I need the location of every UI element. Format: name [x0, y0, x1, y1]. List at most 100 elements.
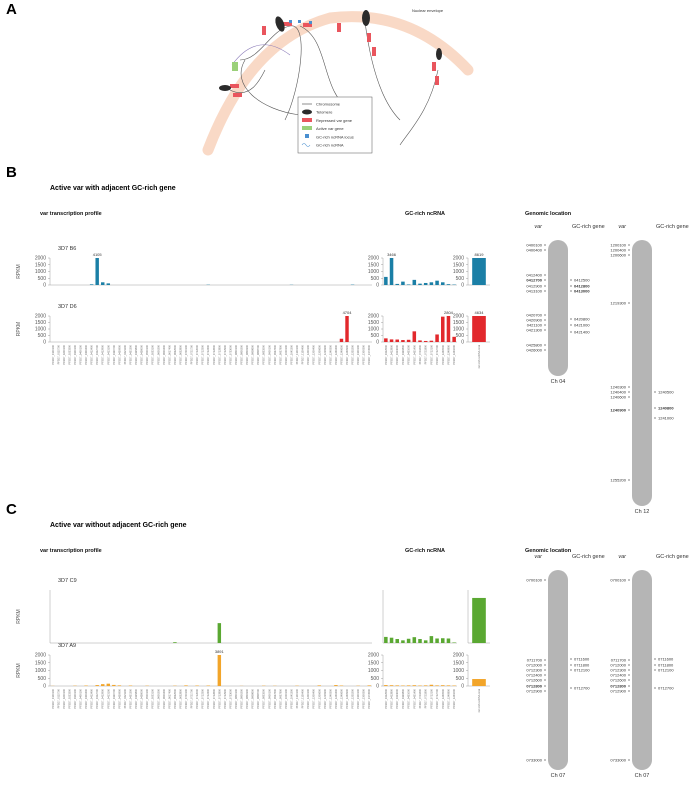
- gc-locus: 0421000: [574, 322, 590, 327]
- y-tick-label: 500: [456, 333, 465, 339]
- x-tick-label: PF3D7_0420800: [401, 688, 405, 708]
- x-tick-label: PF3D7_0600200: [156, 688, 160, 708]
- x-tick-label: PF3D7_1255200: [351, 344, 355, 364]
- value-label: 3891: [215, 649, 225, 654]
- locus-marker: [543, 668, 547, 672]
- panel-letter: B: [6, 164, 17, 181]
- bar: [389, 685, 394, 686]
- gc-locus: 0712700: [574, 685, 590, 690]
- x-tick-label: PF3D7_0600400: [162, 688, 166, 708]
- y-tick-label: 2000: [35, 314, 46, 320]
- var-locus: 0426000: [526, 347, 542, 352]
- locus-marker: [543, 278, 547, 282]
- value-label: 4105: [93, 252, 103, 257]
- y-tick-label: 1500: [368, 320, 379, 326]
- bar: [401, 640, 405, 643]
- x-tick-label: PF3D7_0600200: [156, 344, 160, 364]
- bar: [395, 339, 399, 342]
- x-tick-label: PF3D7_0700100: [184, 344, 188, 364]
- x-tick-label: PF3D7_0413000: [395, 344, 399, 364]
- var-locus: 0712400: [526, 672, 542, 677]
- bar: [452, 336, 456, 342]
- x-tick-label: PF3D7_0412400: [90, 344, 94, 364]
- bar: [429, 684, 434, 686]
- y-tick-label: 500: [38, 333, 47, 339]
- var-locus: 0412400: [526, 272, 542, 277]
- locus-marker: [627, 253, 631, 257]
- section-header: Genomic location: [525, 211, 572, 217]
- bar: [384, 338, 388, 342]
- y-tick-label: 1000: [453, 327, 464, 333]
- x-tick-label: PF3D7_1150400: [301, 344, 305, 364]
- bar: [452, 642, 456, 643]
- locus-marker: [569, 284, 573, 288]
- x-tick-label: PF3D7_0600400: [162, 344, 166, 364]
- locus-marker: [543, 658, 547, 662]
- bar: [406, 339, 411, 342]
- var-locus: 0700100: [610, 577, 626, 582]
- bars: [51, 655, 371, 686]
- x-tick-label: PF3D7_1241000: [452, 688, 456, 708]
- var-locus: 0412900: [526, 283, 542, 288]
- x-tick-label: PF3D7_1200600: [317, 688, 321, 708]
- column-header: var: [618, 554, 627, 560]
- x-tick-label: PF3D7_0733000: [228, 344, 232, 364]
- x-tick-label: PF3D7_0115700: [56, 688, 60, 708]
- y-tick-label: 2000: [453, 653, 464, 659]
- var-locus: 0425800: [526, 342, 542, 347]
- x-tick-label: PF3D7_0412900: [101, 344, 105, 364]
- legend-label: Active var gene: [316, 126, 344, 131]
- section-header: GC-rich ncRNA: [405, 548, 445, 554]
- column-header: var: [618, 224, 627, 230]
- locus-marker: [569, 663, 573, 667]
- bars: [472, 597, 486, 643]
- var-locus: 0400100: [526, 242, 542, 247]
- x-tick-label: PF3D7_0400400: [84, 688, 88, 708]
- y-tick-label: 1000: [368, 668, 379, 674]
- bar: [412, 637, 417, 643]
- x-tick-label: PF3D7_0223300: [67, 688, 71, 708]
- y-axis-label: RPKM: [16, 663, 22, 677]
- envelope-label: Nuclear envelope: [412, 8, 444, 13]
- x-tick-label: PF3D7_0100100: [51, 344, 55, 364]
- bar: [395, 283, 399, 285]
- bar: [401, 281, 405, 285]
- x-tick-label: PF3D7_0421100: [123, 688, 127, 708]
- x-tick-label: PF3D7_0712000: [195, 344, 199, 364]
- y-tick-label: 500: [456, 676, 465, 682]
- x-tick-label: PF3D7_0412400: [90, 688, 94, 708]
- bar: [441, 282, 445, 285]
- bar: [435, 685, 439, 686]
- locus-marker: [543, 323, 547, 327]
- chromosome-name: Ch 07: [635, 773, 650, 779]
- active-gene: [232, 62, 238, 71]
- gc-locus: 0711800: [574, 662, 590, 667]
- chromosome-map: var GC-rich gene Ch 12 12001001200400120060…: [610, 224, 688, 515]
- x-tick-label: PF3D7_0420700: [112, 344, 116, 364]
- bar: [384, 276, 388, 285]
- var-locus: 1240400: [610, 389, 626, 394]
- bar: [429, 282, 434, 285]
- x-tick-label: PF3D7_1240600: [339, 688, 343, 708]
- panel-letter: C: [6, 501, 17, 518]
- x-tick-label: PF3D7_1240300: [328, 688, 332, 708]
- x-tick-label: PF3D7_1219300: [323, 688, 327, 708]
- x-tick-label: PF3D7_0200100: [62, 344, 66, 364]
- x-tick-label: PF3D7_0500100: [145, 344, 149, 364]
- chromosome: [632, 240, 652, 506]
- x-tick-label: PF3D7_1373500: [367, 688, 371, 708]
- y-tick-label: 2000: [453, 314, 464, 320]
- x-tick-label: PF3D7_0420700: [112, 688, 116, 708]
- gc-locus: 0712100: [658, 667, 674, 672]
- var-locus: 0712000: [526, 662, 542, 667]
- y-tick-label: 1000: [35, 327, 46, 333]
- var-locus: 0711700: [611, 657, 627, 662]
- locus-marker: [627, 673, 631, 677]
- chromosome: [548, 570, 568, 770]
- legend-label: Telomere: [316, 110, 333, 115]
- bar: [317, 685, 321, 686]
- var-locus: 0712000: [610, 662, 626, 667]
